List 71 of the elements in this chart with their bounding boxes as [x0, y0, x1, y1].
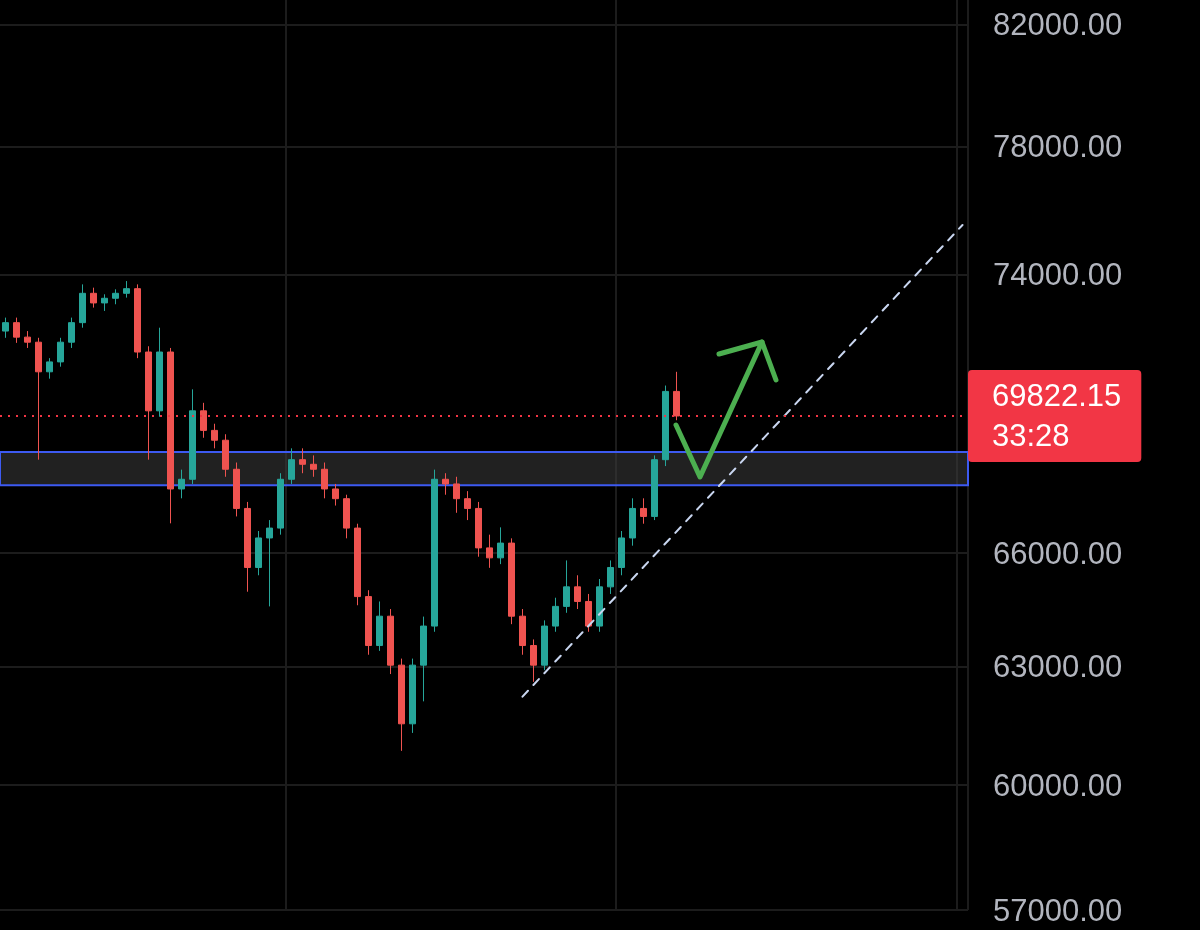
- candlestick: [563, 559, 570, 614]
- candlestick: [673, 371, 680, 421]
- candlestick: [156, 327, 163, 418]
- candlestick: [277, 472, 284, 536]
- candlestick: [508, 537, 515, 625]
- candlestick: [145, 345, 152, 461]
- y-tick-label: 78000.00: [993, 128, 1123, 164]
- candlestick: [618, 530, 625, 576]
- candlestick: [35, 337, 42, 461]
- candlestick: [607, 559, 614, 595]
- candlestick: [640, 497, 647, 525]
- y-tick-label: 63000.00: [993, 648, 1123, 684]
- candlestick: [57, 337, 64, 368]
- candlestick: [486, 534, 493, 569]
- candlestick: [365, 589, 372, 656]
- candlestick: [519, 608, 526, 656]
- candlestick: [2, 317, 9, 339]
- candlestick: [409, 658, 416, 734]
- candlestick: [574, 574, 581, 610]
- candlestick: [651, 454, 658, 521]
- candlestick: [79, 283, 86, 329]
- candlestick: [167, 347, 174, 524]
- candlestick: [321, 462, 328, 499]
- candlestick: [398, 658, 405, 752]
- candlestick: [233, 462, 240, 517]
- candlestick: [288, 447, 295, 485]
- candlestick: [178, 469, 185, 499]
- candlestick: [387, 608, 394, 675]
- candlestick: [90, 287, 97, 309]
- candlestick: [24, 330, 31, 349]
- candlestick: [255, 530, 262, 576]
- candlestick: [200, 402, 207, 439]
- candlestick: [211, 423, 218, 449]
- y-tick-label: 57000.00: [993, 892, 1123, 928]
- candlestick: [585, 593, 592, 633]
- candlestick: [431, 469, 438, 633]
- candlestick: [475, 501, 482, 558]
- candlestick: [376, 600, 383, 652]
- candlestick: [189, 388, 196, 485]
- candlestick: [354, 523, 361, 606]
- candlestick: [464, 490, 471, 521]
- candlestick: [497, 526, 504, 565]
- candlestick: [453, 476, 460, 514]
- y-tick-label: 74000.00: [993, 256, 1123, 292]
- text: 33:28: [992, 418, 1070, 454]
- candlestick: [662, 385, 669, 467]
- y-tick-label: 66000.00: [993, 535, 1123, 571]
- candlestick: [13, 317, 20, 344]
- candlestick: [420, 616, 427, 702]
- candlestick: [46, 357, 53, 380]
- candlestick: [343, 494, 350, 539]
- candlestick: [112, 288, 119, 305]
- candlestick: [68, 317, 75, 349]
- candlestick: [332, 483, 339, 507]
- candlestick: [123, 280, 130, 299]
- candlestick: [101, 293, 108, 312]
- candlestick: [552, 597, 559, 633]
- candlestick: [541, 619, 548, 671]
- candlestick: [629, 497, 636, 547]
- candlestick: [266, 519, 273, 607]
- candlestick: [310, 454, 317, 478]
- candlestick: [134, 283, 141, 359]
- candlestick: [442, 472, 449, 496]
- y-tick-label: 82000.00: [993, 7, 1123, 43]
- candlestick: [596, 578, 603, 633]
- ref-line-label: 69822.15: [992, 378, 1122, 414]
- candlestick: [530, 638, 537, 683]
- candlestick: [222, 433, 229, 478]
- candlestick: [299, 447, 306, 474]
- candlestick: [244, 501, 251, 593]
- y-tick-label: 60000.00: [993, 767, 1123, 803]
